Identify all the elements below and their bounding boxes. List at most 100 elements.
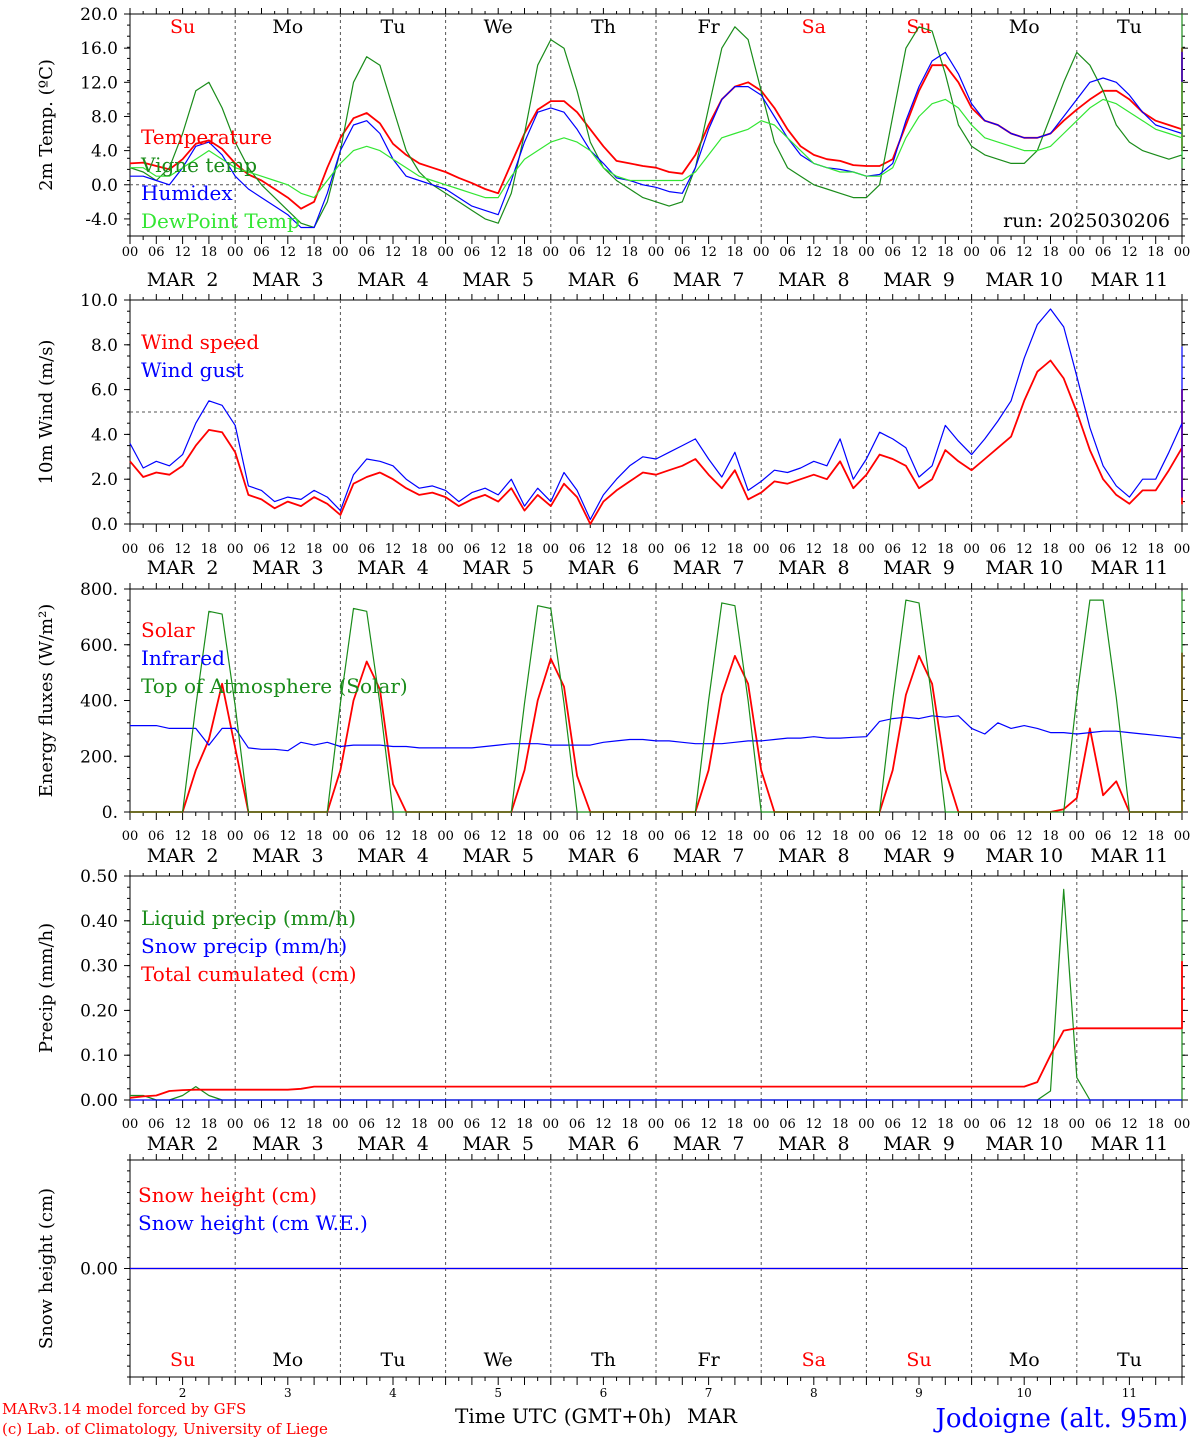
hour-label: 00 (963, 1117, 980, 1132)
date-label: MAR 5 (462, 557, 534, 579)
date-label: MAR 2 (147, 1133, 219, 1155)
day-number-label: 10 (1017, 1386, 1032, 1400)
date-label: MAR 6 (568, 1133, 640, 1155)
hour-label: 18 (1147, 1117, 1164, 1132)
legend-entry: Temperature (141, 125, 272, 149)
weekday-label: Th (591, 16, 616, 38)
hour-label: 12 (385, 829, 402, 844)
hour-label: 00 (648, 542, 665, 557)
hour-label: 00 (648, 829, 665, 844)
hour-label: 00 (1069, 542, 1086, 557)
hour-label: 06 (990, 1117, 1007, 1132)
hour-label: 00 (1069, 1117, 1086, 1132)
y-tick-label: 4.0 (91, 142, 118, 162)
y-tick-label: 0.00 (80, 1091, 118, 1111)
hour-label: 12 (1121, 1117, 1138, 1132)
hour-label: 06 (779, 829, 796, 844)
date-label: MAR 5 (462, 269, 534, 291)
weekday-label: Sa (802, 1349, 826, 1371)
y-axis-title: 2m Temp. (ºC) (36, 59, 57, 191)
day-number-label: 7 (705, 1386, 713, 1400)
hour-label: 06 (884, 829, 901, 844)
date-label: MAR 2 (147, 557, 219, 579)
weekday-label: Tu (381, 1349, 406, 1371)
day-number-label: 2 (179, 1386, 187, 1400)
hour-label: 18 (201, 245, 218, 260)
y-tick-label: 0. (102, 803, 118, 823)
legend-entry: Infrared (141, 646, 225, 670)
weekday-label: Mo (272, 16, 303, 38)
hour-label: 18 (201, 1117, 218, 1132)
y-tick-label: 600. (80, 636, 118, 656)
x-axis-title: Time UTC (GMT+0h) (455, 1404, 672, 1428)
day-number-label: 5 (494, 1386, 502, 1400)
hour-label: 06 (148, 245, 165, 260)
date-label: MAR 8 (778, 269, 850, 291)
hour-label: 18 (621, 1117, 638, 1132)
station-label: Jodoigne (alt. 95m) (932, 1404, 1188, 1434)
weekday-label: Fr (697, 1349, 720, 1371)
hour-label: 06 (253, 829, 270, 844)
weekday-label: Th (591, 1349, 616, 1371)
hour-label: 06 (358, 1117, 375, 1132)
hour-label: 00 (332, 829, 349, 844)
date-label: MAR 3 (252, 1133, 324, 1155)
y-axis-title: Energy fluxes (W/m²) (36, 604, 57, 798)
weekday-label: Su (170, 16, 195, 38)
y-tick-label: 200. (80, 747, 118, 767)
date-label: MAR 8 (778, 1133, 850, 1155)
hour-label: 00 (543, 542, 560, 557)
panel-3: 800. 600. 400. 200. 0. Energy fluxes (W/m²) 00… (36, 580, 1190, 867)
hour-label: 00 (648, 245, 665, 260)
hour-label: 00 (227, 245, 244, 260)
hour-label: 18 (306, 542, 323, 557)
day-number-label: 6 (600, 1386, 608, 1400)
hour-label: 00 (753, 1117, 770, 1132)
y-tick-label: 800. (80, 580, 118, 600)
hour-label: 18 (516, 245, 533, 260)
hour-label: 06 (253, 542, 270, 557)
weekday-label: We (484, 16, 513, 38)
hour-label: 06 (358, 829, 375, 844)
date-label: MAR 11 (1091, 845, 1169, 867)
hour-label: 12 (280, 542, 297, 557)
hour-label: 06 (464, 245, 481, 260)
y-tick-label: 20.0 (80, 5, 118, 25)
series-line-4 (130, 81, 1183, 199)
hour-label: 18 (621, 245, 638, 260)
hour-label: 00 (858, 542, 875, 557)
y-tick-label: -4.0 (85, 210, 118, 230)
y-tick-label: 0.50 (80, 867, 118, 887)
hour-label: 12 (174, 542, 191, 557)
hour-label: 06 (148, 542, 165, 557)
hour-label: 00 (437, 829, 454, 844)
hour-label: 18 (727, 245, 744, 260)
hour-label: 06 (1095, 542, 1112, 557)
date-label: MAR 11 (1091, 557, 1169, 579)
hour-label: 12 (1121, 245, 1138, 260)
weekday-label: Fr (697, 16, 720, 38)
y-tick-label: 2.0 (91, 470, 118, 490)
hour-label: 18 (1147, 829, 1164, 844)
hour-label: 06 (358, 245, 375, 260)
hour-label: 06 (253, 245, 270, 260)
series-line-3 (130, 591, 1183, 813)
hour-label: 06 (674, 829, 691, 844)
date-label: MAR 9 (883, 269, 955, 291)
weekday-label: Su (170, 1349, 195, 1371)
date-label: MAR 9 (883, 1133, 955, 1155)
hour-label: 18 (832, 542, 849, 557)
hour-label: 12 (385, 245, 402, 260)
hour-label: 12 (700, 1117, 717, 1132)
legend-entry: Top of Atmosphere (Solar) (141, 674, 408, 698)
date-label: MAR 4 (357, 845, 429, 867)
y-axis-title: Precip (mm/h) (36, 923, 57, 1053)
hour-label: 00 (437, 542, 454, 557)
hour-label: 18 (1042, 1117, 1059, 1132)
hour-label: 12 (1121, 542, 1138, 557)
date-label: MAR 2 (147, 845, 219, 867)
hour-label: 18 (832, 829, 849, 844)
date-label: MAR 3 (252, 269, 324, 291)
legend-entry: Solar (141, 618, 195, 642)
